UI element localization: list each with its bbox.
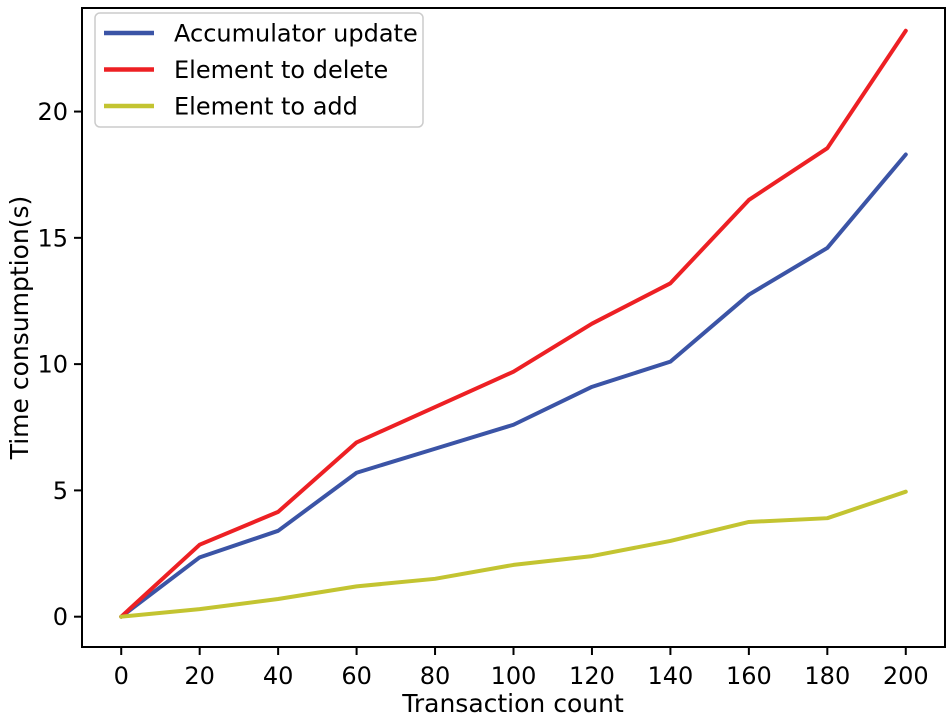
- y-tick-label: 15: [37, 224, 68, 252]
- x-axis-label: Transaction count: [401, 689, 624, 718]
- x-tick-label: 100: [491, 662, 537, 690]
- x-tick-label: 60: [341, 662, 372, 690]
- legend: Accumulator update Element to delete Eleme…: [94, 12, 424, 128]
- x-tick-label: 0: [114, 662, 129, 690]
- x-tick-label: 80: [420, 662, 451, 690]
- x-tick-label: 160: [726, 662, 772, 690]
- y-tick-label: 5: [53, 477, 68, 505]
- series-line-accumulator-update: [119, 152, 908, 619]
- y-tick-label: 0: [53, 603, 68, 631]
- x-tick-label: 200: [883, 662, 929, 690]
- legend-label: Element to delete: [174, 56, 388, 84]
- series-line-element-to-delete: [119, 28, 908, 619]
- series-line-element-to-add: [119, 489, 908, 619]
- series-lines: [119, 28, 908, 619]
- legend-label: Accumulator update: [174, 20, 418, 48]
- x-tick-label: 40: [263, 662, 294, 690]
- y-tick-label: 10: [37, 351, 68, 379]
- axis-ticks: 0 20 40 60 80 100 120 140 160 180 200 0 5 10 15 20: [37, 98, 928, 690]
- x-tick-label: 120: [569, 662, 615, 690]
- x-tick-label: 180: [804, 662, 850, 690]
- x-tick-label: 140: [648, 662, 694, 690]
- x-tick-label: 20: [184, 662, 215, 690]
- y-axis-label: Time consumption(s): [5, 196, 34, 461]
- y-tick-label: 20: [37, 98, 68, 126]
- legend-label: Element to add: [174, 93, 358, 121]
- legend-items: Accumulator update Element to delete Eleme…: [104, 20, 418, 121]
- legend-box: [94, 12, 424, 128]
